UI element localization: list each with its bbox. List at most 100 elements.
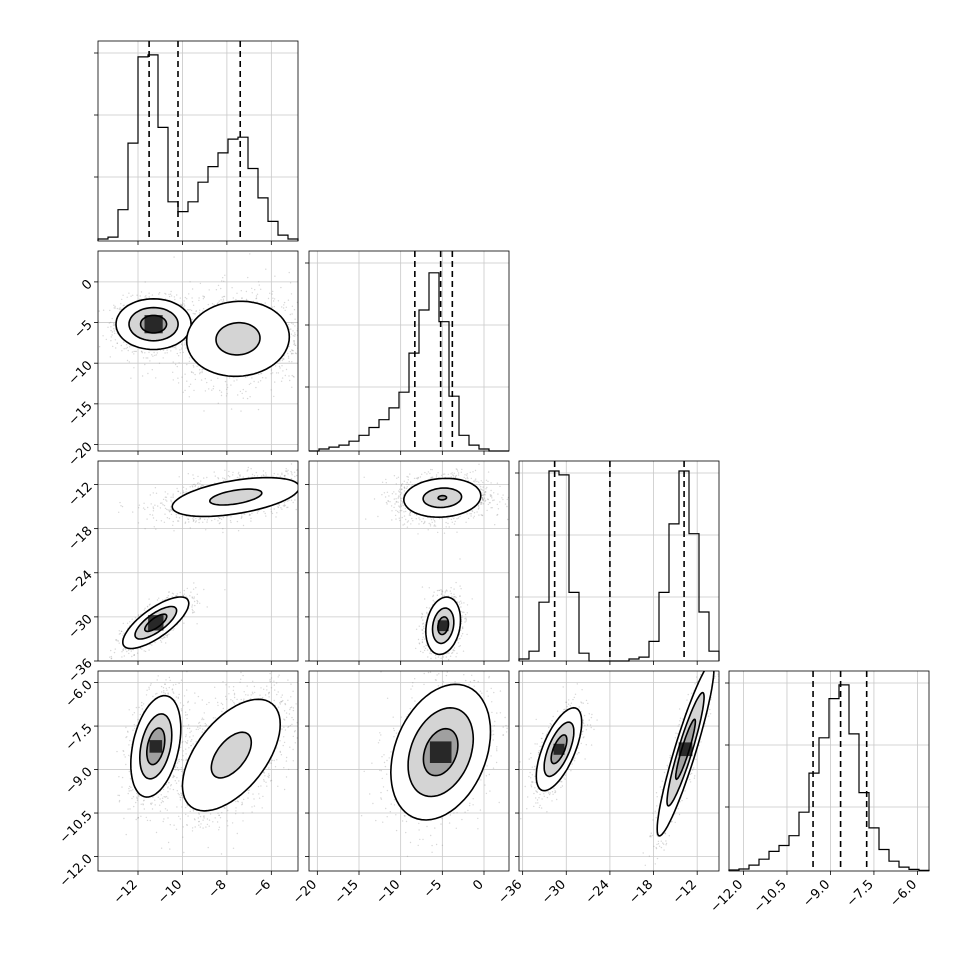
scatter-point [148,351,150,354]
scatter-point [113,328,115,330]
scatter-point [301,478,302,479]
scatter-point [222,298,225,300]
scatter-point [121,505,124,508]
scatter-point [208,289,210,291]
scatter-point [184,389,186,392]
scatter-point [288,345,290,348]
scatter-point [221,301,223,303]
scatter-point [301,307,302,308]
scatter-point [180,304,183,306]
scatter-point [109,356,112,358]
scatter-point [198,312,201,314]
scatter-point [198,369,201,371]
scatter-point [211,389,213,391]
scatter-point [236,476,239,479]
scatter-point [188,385,190,388]
scatter-point [299,493,300,494]
scatter-point [115,639,117,641]
scatter-point [185,347,187,349]
scatter-point [206,381,208,384]
scatter-point [220,391,223,393]
scatter-point [198,297,200,299]
scatter-point [144,508,146,511]
scatter-point [222,300,225,302]
scatter-point [141,375,144,377]
scatter-point [122,304,125,307]
scatter-point [168,510,170,512]
scatter-point [196,482,199,485]
scatter-point [305,479,306,480]
scatter-point [154,354,156,357]
scatter-point [140,613,142,616]
scatter-point [305,335,306,336]
scatter-point [306,341,307,342]
scatter-point [283,475,285,477]
scatter-point [219,522,221,524]
scatter-point [291,349,294,352]
scatter-point [283,474,286,477]
scatter-point [232,471,234,474]
scatter-point [294,333,296,336]
scatter-point [166,508,168,511]
scatter-point [221,296,223,298]
scatter-point [247,466,249,469]
scatter-point [122,622,125,625]
scatter-point [96,318,97,319]
scatter-point [310,503,311,504]
scatter-point [295,352,297,355]
scatter-point [203,410,205,412]
scatter-point [152,517,155,519]
scatter-point [144,607,146,609]
y-tick-label: −10 [66,358,96,388]
scatter-point [281,472,283,474]
scatter-point [301,344,302,345]
scatter-point [224,380,227,383]
scatter-point [245,298,248,301]
scatter-point [172,629,174,631]
scatter-point [123,348,125,350]
scatter-point [154,641,156,644]
scatter-point [247,469,249,471]
scatter-point [138,504,141,506]
scatter-point [199,602,201,604]
scatter-point [155,519,158,522]
scatter-point [288,271,290,274]
scatter-point [300,478,301,479]
scatter-point [121,651,123,653]
scatter-point [312,477,313,478]
scatter-point [192,588,195,590]
scatter-point [278,504,281,507]
scatter-point [128,652,130,655]
scatter-point [204,378,206,380]
scatter-point [181,345,184,347]
scatter-point [293,376,295,378]
scatter-point [165,642,167,644]
scatter-point [121,298,123,301]
scatter-point [371,472,372,473]
scatter-point [249,253,251,255]
scatter-point [279,367,281,369]
scatter-point [273,395,275,398]
scatter-point [136,294,138,296]
scatter-point [250,517,252,519]
scatter-point [201,484,203,486]
scatter-point [274,365,277,367]
scatter-point [135,350,137,353]
scatter-point [255,297,258,299]
scatter-point [281,456,282,457]
scatter-point [156,352,158,354]
scatter-point [285,306,287,308]
scatter-point [193,611,196,613]
scatter-point [118,630,121,632]
scatter-point [190,591,192,593]
scatter-point [175,348,177,350]
scatter-point [218,522,221,525]
scatter-point [151,294,154,296]
density-peak [144,315,163,334]
scatter-point [151,514,154,516]
scatter-point [173,256,175,258]
panel-content [87,253,307,412]
scatter-point [87,309,88,310]
scatter-point [289,350,292,353]
scatter-point [262,470,265,472]
